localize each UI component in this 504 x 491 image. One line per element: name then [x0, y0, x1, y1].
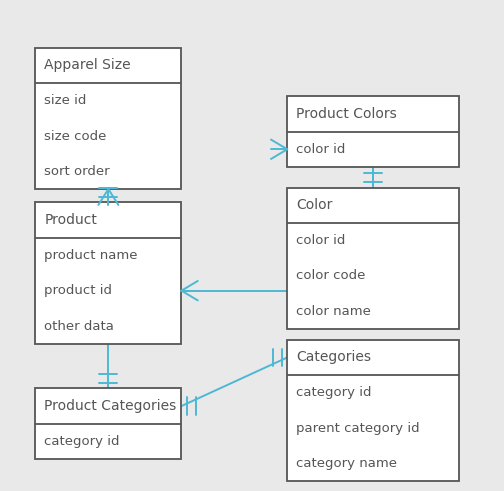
Text: size id: size id — [44, 94, 87, 107]
Text: color id: color id — [296, 234, 346, 247]
Text: Categories: Categories — [296, 351, 371, 364]
Bar — [287, 188, 459, 329]
Text: other data: other data — [44, 320, 114, 332]
Text: category id: category id — [296, 386, 372, 399]
Text: Apparel Size: Apparel Size — [44, 58, 131, 72]
Text: color code: color code — [296, 270, 366, 282]
Bar — [35, 202, 181, 344]
Text: category id: category id — [44, 435, 120, 448]
Text: Product Categories: Product Categories — [44, 399, 176, 413]
Text: parent category id: parent category id — [296, 422, 420, 435]
Text: Product: Product — [44, 213, 97, 227]
Text: product id: product id — [44, 284, 112, 297]
Bar — [35, 388, 181, 459]
Text: Color: Color — [296, 198, 333, 212]
Bar — [287, 340, 459, 481]
Text: category name: category name — [296, 457, 397, 470]
Text: product name: product name — [44, 249, 138, 262]
Bar — [287, 96, 459, 167]
Bar — [35, 48, 181, 189]
Text: size code: size code — [44, 130, 107, 142]
Text: Product Colors: Product Colors — [296, 107, 397, 121]
Text: sort order: sort order — [44, 165, 110, 178]
Text: color name: color name — [296, 305, 371, 318]
Text: color id: color id — [296, 143, 346, 156]
